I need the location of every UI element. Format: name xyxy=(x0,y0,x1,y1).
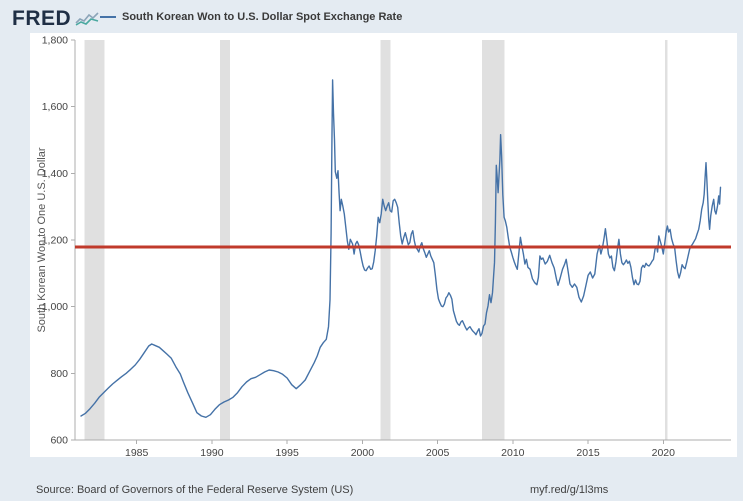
fred-logo[interactable]: FRED xyxy=(12,5,99,32)
legend-label: South Korean Won to U.S. Dollar Spot Exc… xyxy=(122,11,403,23)
series-line xyxy=(80,79,722,418)
fred-logo-text: FRED xyxy=(12,6,72,30)
chart-panel: South Korean Won to One U.S. Dollar 600 8… xyxy=(30,33,737,457)
series-color-icon xyxy=(100,16,116,18)
legend: South Korean Won to U.S. Dollar Spot Exc… xyxy=(100,11,402,23)
y-tick-label: 1,000 xyxy=(42,301,68,313)
y-tick-label: 1,200 xyxy=(42,235,68,247)
x-tick-label: 1985 xyxy=(125,447,149,457)
x-tick-label: 2005 xyxy=(426,447,450,457)
x-tick-label: 1995 xyxy=(275,447,299,457)
x-tick-label: 2015 xyxy=(576,447,600,457)
y-tick-label: 600 xyxy=(50,435,68,447)
recession-band xyxy=(84,40,105,440)
recession-band xyxy=(220,40,231,440)
recession-band xyxy=(482,40,505,440)
chart-plot-area[interactable]: 600 800 1,000 1,200 1,400 1,600 1,800 1985 1990 1… xyxy=(30,33,737,457)
x-tick-label: 1990 xyxy=(200,447,224,457)
fred-logo-chart-icon xyxy=(75,8,99,32)
header: FRED South Korean Won to U.S. Dollar Spo… xyxy=(0,0,743,33)
y-tick-label: 800 xyxy=(50,368,68,380)
y-tick-label: 1,600 xyxy=(42,101,68,113)
x-tick-label: 2010 xyxy=(501,447,525,457)
recession-band xyxy=(380,40,391,440)
recession-band xyxy=(665,40,668,440)
y-tick-label: 1,800 xyxy=(42,35,68,47)
short-url-link[interactable]: myf.red/g/1l3ms xyxy=(530,484,609,496)
x-tick-label: 2000 xyxy=(351,447,375,457)
source-note: Source: Board of Governors of the Federa… xyxy=(36,484,354,496)
x-tick-label: 2020 xyxy=(652,447,676,457)
y-tick-label: 1,400 xyxy=(42,168,68,180)
